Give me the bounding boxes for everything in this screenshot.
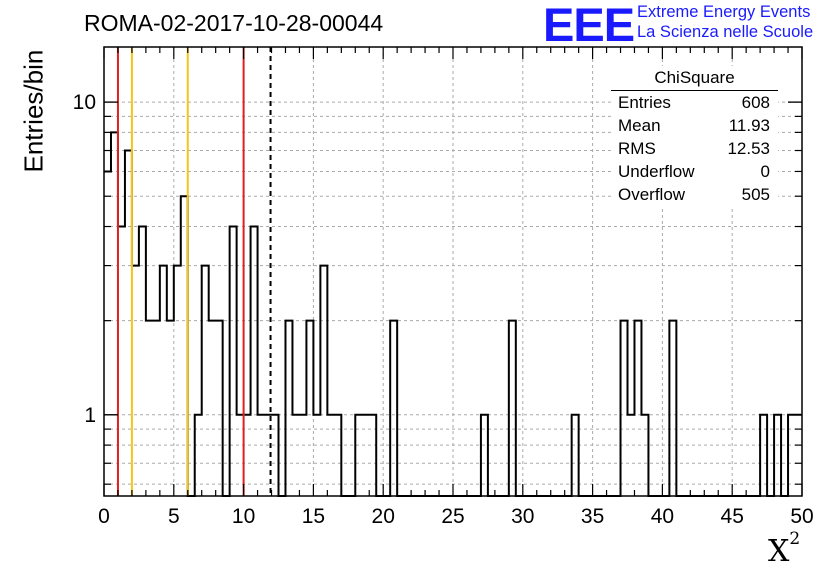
x-tick-label: 50 [790, 505, 813, 528]
histogram-bin [174, 266, 181, 496]
histogram-bin [118, 227, 125, 496]
y-tick-label: 1 [84, 404, 96, 427]
stats-value: 0 [760, 162, 770, 181]
stats-value: 608 [741, 93, 770, 112]
y-tick-label: 10 [73, 91, 96, 114]
histogram-bin [634, 321, 641, 496]
x-tick-label: 25 [441, 505, 464, 528]
stats-box: ChiSquare Entries 608 Mean 11.93 RMS 12.53 … [611, 66, 778, 209]
stats-row-overflow: Overflow 505 [611, 183, 778, 206]
histogram-bin [230, 227, 237, 496]
histogram-bin [132, 266, 139, 496]
eee-logo: EEE [543, 0, 635, 51]
y-axis-label: Entries/bin [18, 49, 49, 173]
x-axis-label-main: X [768, 534, 790, 569]
x-axis-label: X2 [768, 529, 800, 569]
stats-label: RMS [618, 139, 656, 158]
stats-value: 12.53 [727, 139, 770, 158]
stats-title: ChiSquare [611, 66, 778, 91]
histogram-bin [320, 266, 327, 496]
histogram-bin [167, 321, 174, 496]
x-tick-label: 0 [98, 505, 110, 528]
histogram-bin [216, 321, 223, 496]
stats-row-rms: RMS 12.53 [611, 137, 778, 160]
stats-value: 505 [741, 185, 770, 204]
ticks-layer: 0 5 10 15 20 25 30 35 40 45 50 1 10 [73, 47, 814, 528]
histogram-bin [139, 227, 146, 496]
histogram-bin [181, 196, 188, 496]
histogram-bin [509, 321, 516, 496]
x-tick-label: 45 [721, 505, 744, 528]
histogram-bin [251, 227, 258, 496]
histogram-bin [111, 132, 118, 496]
histogram-bin [146, 321, 153, 496]
stats-label: Entries [618, 93, 671, 112]
histogram-bin [160, 266, 167, 496]
histogram-bin [125, 151, 132, 496]
stats-value: 11.93 [728, 116, 770, 135]
stats-label: Overflow [618, 185, 686, 204]
logo-line-1: Extreme Energy Events [637, 3, 811, 21]
histogram-bin [153, 321, 160, 496]
stats-label: Underflow [618, 162, 695, 181]
x-tick-label: 15 [302, 505, 325, 528]
histogram-bin [306, 321, 313, 496]
x-tick-label: 5 [168, 505, 180, 528]
stats-row-mean: Mean 11.93 [611, 114, 778, 137]
stats-label: Mean [618, 116, 661, 135]
x-tick-label: 35 [581, 505, 604, 528]
stats-row-entries: Entries 608 [611, 91, 778, 114]
logo-line-2: La Scienza nelle Scuole [637, 23, 814, 41]
histogram-bin [104, 171, 111, 496]
histogram-bin [209, 321, 216, 496]
histogram-bin [285, 321, 292, 496]
x-tick-label: 30 [511, 505, 534, 528]
histogram-bin [669, 321, 676, 496]
x-axis-label-sup: 2 [789, 529, 801, 549]
histogram-bin [621, 321, 628, 496]
x-tick-label: 20 [372, 505, 395, 528]
stats-row-underflow: Underflow 0 [611, 160, 778, 183]
chart-title: ROMA-02-2017-10-28-00044 [84, 10, 384, 36]
histogram-bin [390, 321, 397, 496]
histogram-bin [202, 266, 209, 496]
x-tick-label: 40 [651, 505, 674, 528]
x-tick-label: 10 [232, 505, 255, 528]
vertical-lines-layer [116, 47, 272, 496]
